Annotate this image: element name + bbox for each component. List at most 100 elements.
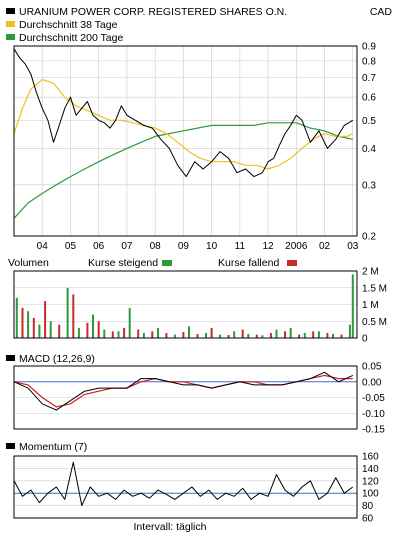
price-line (13, 48, 354, 178)
volume-tick-label: 0 (362, 334, 368, 345)
volume-bar-rising (188, 326, 190, 338)
price-tick-label: 0.9 (362, 42, 376, 53)
momentum-tick-label: 140 (362, 464, 379, 475)
volume-tick-label: 1 M (362, 300, 379, 311)
momentum-title: Momentum (7) (19, 441, 87, 453)
volume-tick-label: 2 M (362, 267, 379, 278)
volume-bar-falling (21, 307, 24, 338)
price-x-tick-label: 07 (121, 241, 133, 252)
volume-bar-falling (182, 332, 185, 338)
macd-tick-label: -0.05 (362, 393, 385, 404)
volume-bar-rising (348, 324, 351, 338)
momentum-tick-label: 60 (362, 514, 374, 525)
volume-bar-rising (49, 321, 52, 339)
volume-tick-label: 1.5 M (362, 283, 387, 294)
volume-bar-rising (103, 329, 106, 338)
price-x-tick-label: 09 (178, 241, 190, 252)
price-tick-label: 0.7 (362, 73, 376, 84)
price-x-tick-label: 03 (347, 241, 359, 252)
momentum-swatch (6, 443, 15, 449)
legend-swatch-price (6, 8, 15, 14)
momentum-tick-label: 80 (362, 501, 374, 512)
legend-swatch-ma38 (6, 21, 15, 27)
volume-bar-falling (284, 331, 286, 338)
legend-ma38-label: Durchschnitt 38 Tage (19, 19, 118, 31)
volume-bar-falling (58, 324, 61, 338)
volume-bar-rising (317, 331, 320, 338)
price-tick-label: 0.6 (362, 93, 376, 104)
volume-bar-falling (269, 333, 272, 338)
price-frame (13, 45, 358, 237)
security-title: URANIUM POWER CORP. REGISTERED SHARES O.… (19, 6, 287, 18)
macd-tick-label: 0.05 (362, 362, 382, 373)
volume-bar-falling (210, 327, 213, 338)
volume-bar-falling (255, 334, 258, 338)
price-x-tick-label: 04 (37, 241, 49, 252)
volume-title: Volumen (8, 257, 49, 269)
price-panel: 0.9 0.8 0.7 0.6 0.5 0.4 0.3 0.2 04 05 06 07 08 09 10 11… (13, 42, 376, 252)
legend-swatch-ma200 (6, 34, 15, 40)
momentum-frame (13, 455, 358, 519)
price-x-tick-label: 06 (93, 241, 105, 252)
legend-rising-label: Kurse steigend (88, 257, 158, 269)
macd-tick-label: 0.00 (362, 377, 382, 388)
volume-bar-rising (117, 331, 120, 338)
volume-bar-falling (227, 335, 230, 338)
price-tick-label: 0.2 (362, 232, 376, 243)
volume-bar-falling (72, 294, 75, 338)
currency-label: CAD (370, 6, 393, 18)
momentum-tick-label: 100 (362, 489, 379, 500)
macd-swatch (6, 355, 15, 361)
price-tick-label: 0.3 (362, 180, 376, 191)
volume-bar-falling (340, 334, 343, 338)
price-x-tick-label: 11 (235, 241, 246, 252)
volume-bar-falling (44, 301, 47, 338)
legend-rising-swatch (162, 260, 172, 266)
volume-bar-falling (312, 331, 315, 338)
volume-bar-rising (15, 297, 18, 338)
volume-bar-falling (123, 327, 126, 338)
volume-bar-falling (326, 333, 329, 338)
volume-bar-rising (173, 334, 176, 338)
price-x-tick-label: 02 (319, 241, 331, 252)
volume-bar-rising (332, 334, 334, 338)
volume-bar-rising (275, 329, 278, 338)
volume-bar-falling (32, 317, 35, 338)
volume-bar-falling (298, 334, 301, 338)
price-tick-label: 0.8 (362, 56, 376, 67)
volume-bar-falling (165, 333, 168, 338)
volume-bar-rising (157, 327, 159, 338)
legend-falling-label: Kurse fallend (218, 257, 279, 269)
volume-bar-rising (247, 334, 250, 338)
volume-bar-rising (303, 333, 306, 338)
price-x-tick-label: 10 (206, 241, 218, 252)
volume-bar-rising (289, 327, 292, 338)
momentum-tick-label: 160 (362, 452, 379, 463)
legend-ma200-label: Durchschnitt 200 Tage (19, 32, 123, 44)
macd-tick-label: -0.15 (362, 425, 385, 436)
volume-bar-falling (241, 329, 244, 338)
price-tick-label: 0.4 (362, 144, 376, 155)
ma200-line (13, 122, 353, 219)
volume-bar-falling (137, 329, 140, 338)
ma38-line (13, 78, 354, 170)
price-x-tick-label: 05 (65, 241, 77, 252)
interval-label: Intervall: täglich (134, 521, 207, 533)
volume-bar-falling (86, 322, 89, 338)
volume-frame (13, 270, 358, 339)
macd-tick-label: -0.10 (362, 409, 385, 420)
volume-bar-rising (233, 331, 236, 338)
price-tick-label: 0.5 (362, 116, 376, 127)
volume-bar-rising (77, 327, 80, 338)
volume-bar-falling (111, 331, 114, 338)
volume-bar-rising (66, 287, 69, 339)
momentum-tick-label: 120 (362, 476, 379, 487)
volume-bar-rising (128, 307, 131, 338)
volume-bar-falling (97, 321, 100, 339)
macd-line (13, 371, 354, 411)
volume-bar-rising (219, 334, 222, 338)
macd-frame (13, 365, 358, 430)
legend-falling-swatch (287, 260, 297, 266)
